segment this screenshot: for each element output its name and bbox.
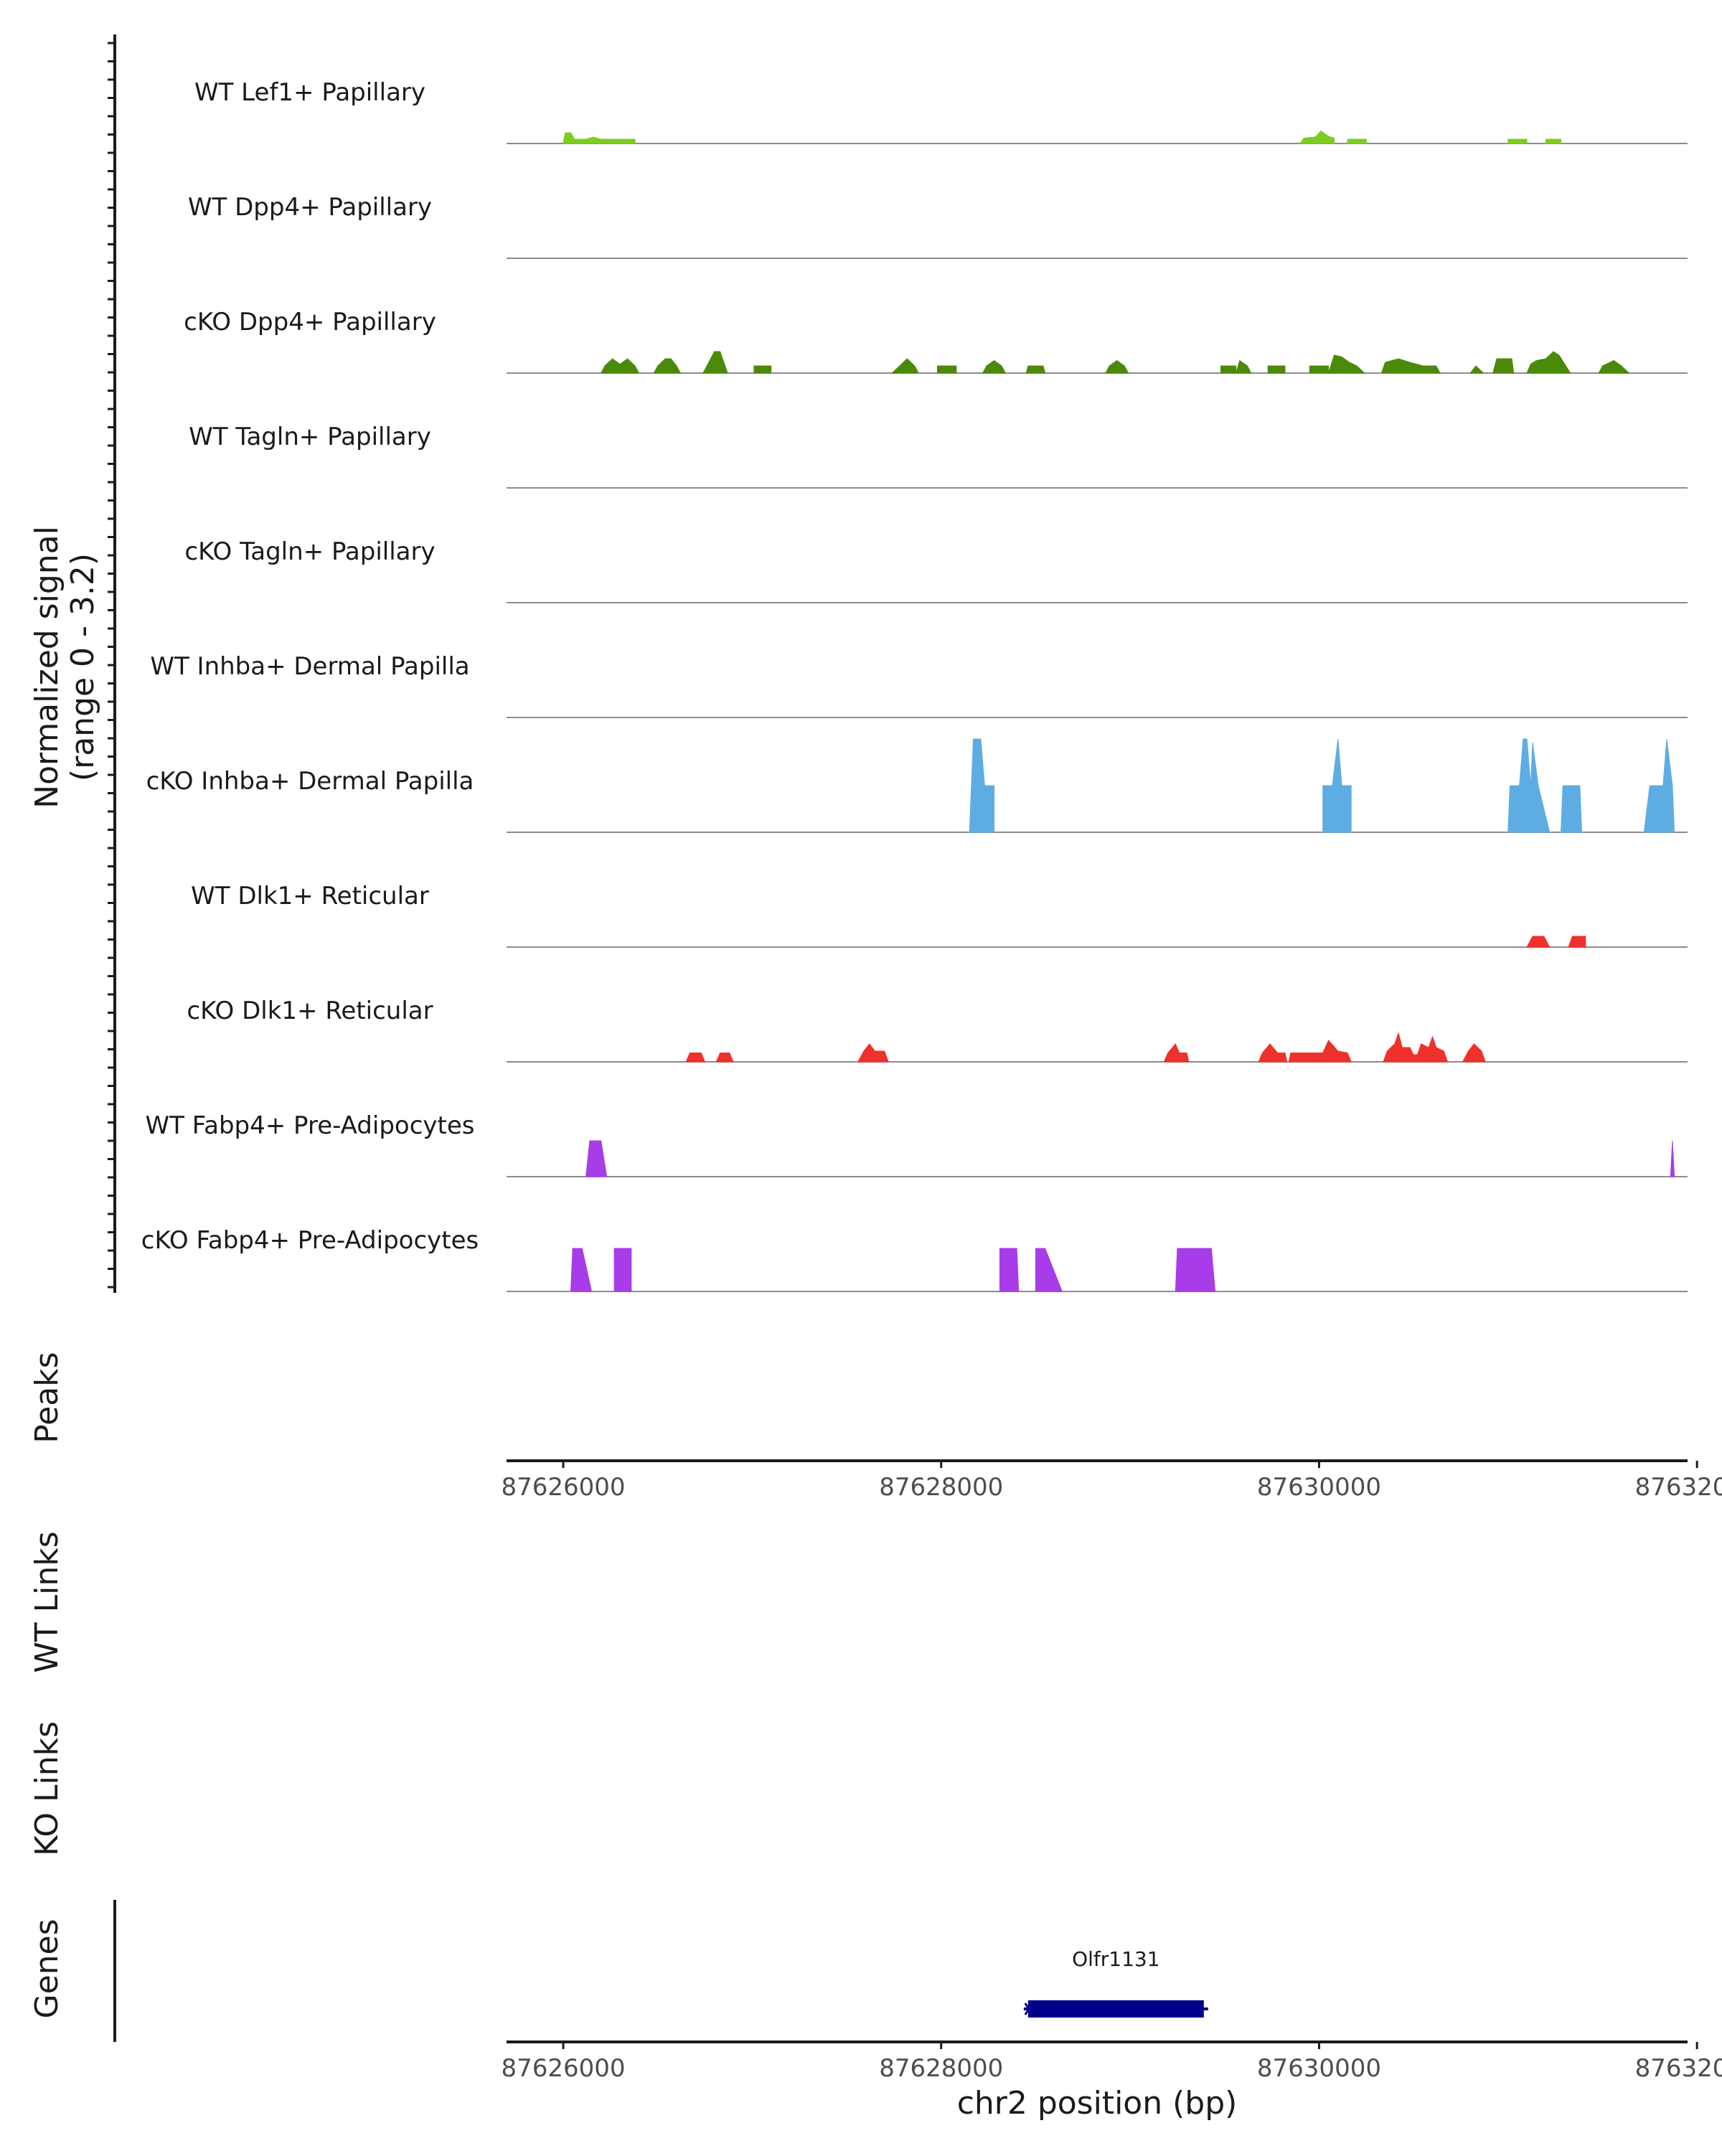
signal-peak <box>1560 785 1583 833</box>
signal-peak <box>1469 365 1485 374</box>
track-label: WT Dpp4+ Papillary <box>188 193 432 222</box>
signal-peak <box>1288 1040 1352 1063</box>
track-cko-tagln-papillary: cKO Tagln+ Papillary <box>184 537 1688 603</box>
signal-peak <box>702 351 728 374</box>
track-label: WT Dlk1+ Reticular <box>191 882 429 910</box>
track-wt-tagln-papillary: WT Tagln+ Papillary <box>189 423 1688 489</box>
wt-links-panel-title: WT Links <box>29 1531 65 1672</box>
signal-peak <box>753 365 772 374</box>
y-ticks <box>108 42 115 1289</box>
x-tick-label: 87632000 <box>1635 2054 1722 2083</box>
track-wt-fabp4-pre-adipocytes: WT Fabp4+ Pre-Adipocytes <box>146 1111 1688 1177</box>
track-panel: WT Lef1+ Papillary WT Dpp4+ Papillary cKO … <box>141 78 1688 1292</box>
genes-panel-title: Genes <box>29 1919 65 2018</box>
y-axis: Normalized signal (range 0 - 3.2) <box>29 34 116 1293</box>
track-wt-inhba-dermal-papilla: WT Inhba+ Dermal Papilla <box>150 652 1688 718</box>
gene-annotation: Olfr1131 <box>1023 1947 1208 2018</box>
signal-peak <box>613 1248 632 1292</box>
y-axis-title: Normalized signal <box>29 526 65 809</box>
signal-peak <box>1322 738 1352 833</box>
signal-peak <box>1545 138 1561 144</box>
x-axis-title: chr2 position (bp) <box>957 2085 1238 2122</box>
signal-peak <box>1175 1248 1216 1292</box>
x-tick-label: 87628000 <box>879 2054 1003 2083</box>
signal-peak <box>1670 1140 1675 1177</box>
track-label: WT Lef1+ Papillary <box>194 78 425 107</box>
signal-peak <box>1492 358 1515 374</box>
signal-peak <box>1025 365 1046 374</box>
signal-peak <box>1309 365 1330 374</box>
signal-peak <box>570 1248 593 1292</box>
signal-peak <box>1462 1043 1486 1063</box>
track-label: cKO Fabp4+ Pre-Adipocytes <box>141 1226 479 1255</box>
x-tick-label: 87630000 <box>1257 1473 1381 1502</box>
signal-peak <box>1258 1043 1288 1063</box>
x-tick-label: 87626000 <box>501 2054 625 2083</box>
signal-peak <box>1035 1248 1063 1292</box>
strand-arrow-icon <box>1024 2002 1034 2015</box>
track-wt-dlk1-reticular: WT Dlk1+ Reticular <box>191 882 1688 948</box>
signal-peak <box>1383 1032 1449 1063</box>
signal-peak <box>1163 1043 1190 1063</box>
signal-peak <box>891 358 919 374</box>
signal-peak <box>1267 365 1286 374</box>
track-label: cKO Dlk1+ Reticular <box>187 997 433 1025</box>
ko-links-panel-title: KO Links <box>29 1721 65 1856</box>
track-label: cKO Inhba+ Dermal Papilla <box>146 767 474 796</box>
track-label: WT Inhba+ Dermal Papilla <box>150 652 469 681</box>
peaks-x-axis: 87626000 87628000 87630000 87632000 <box>501 1459 1722 1502</box>
track-wt-dpp4-papillary: WT Dpp4+ Papillary <box>188 193 1688 259</box>
track-cko-dlk1-reticular: cKO Dlk1+ Reticular <box>187 997 1688 1063</box>
track-cko-dpp4-papillary: cKO Dpp4+ Papillary <box>184 308 1688 374</box>
track-label: WT Fabp4+ Pre-Adipocytes <box>146 1111 475 1140</box>
signal-peak <box>937 365 957 374</box>
signal-peak <box>1598 359 1630 374</box>
signal-peak <box>1347 138 1367 144</box>
signal-peak <box>1327 354 1365 374</box>
signal-peak <box>653 358 682 374</box>
gene-olfr1131: Olfr1131 <box>1023 1947 1208 2018</box>
track-label: cKO Tagln+ Papillary <box>184 537 435 566</box>
signal-peak <box>857 1043 889 1063</box>
signal-peak <box>1526 351 1571 374</box>
track-label: WT Tagln+ Papillary <box>189 423 431 451</box>
signal-peak <box>1507 138 1528 144</box>
track-cko-inhba-dermal-papilla: cKO Inhba+ Dermal Papilla <box>146 738 1688 833</box>
x-tick-label: 87630000 <box>1257 2054 1381 2083</box>
signal-peak <box>1299 130 1335 144</box>
x-tick-label: 87632000 <box>1635 1473 1722 1502</box>
signal-peak <box>563 132 636 144</box>
x-tick-label: 87626000 <box>501 1473 625 1502</box>
track-wt-lef1-papillary: WT Lef1+ Papillary <box>194 78 1688 144</box>
signal-peak <box>1380 358 1441 374</box>
signal-peak <box>999 1248 1020 1292</box>
signal-peak <box>982 359 1007 374</box>
gene-label: Olfr1131 <box>1072 1947 1159 1971</box>
track-label: cKO Dpp4+ Papillary <box>184 308 436 336</box>
track-cko-fabp4-pre-adipocytes: cKO Fabp4+ Pre-Adipocytes <box>141 1226 1688 1292</box>
signal-peak <box>1235 359 1252 374</box>
x-tick-label: 87628000 <box>879 1473 1003 1502</box>
signal-peak <box>715 1053 734 1063</box>
signal-peak <box>1568 936 1586 948</box>
signal-peak <box>585 1140 608 1177</box>
signal-peak <box>1220 365 1237 374</box>
peaks-panel-title: Peaks <box>29 1352 65 1443</box>
signal-peak <box>1643 738 1675 833</box>
signal-peak <box>969 738 994 833</box>
signal-peak <box>1105 359 1129 374</box>
signal-peak <box>685 1053 706 1063</box>
signal-peak <box>1507 738 1551 833</box>
signal-peak <box>1526 936 1551 948</box>
genes-x-axis: 87626000 87628000 87630000 87632000 <box>501 2040 1722 2083</box>
y-axis-range: (range 0 - 3.2) <box>65 553 101 781</box>
signal-peak <box>600 358 640 374</box>
